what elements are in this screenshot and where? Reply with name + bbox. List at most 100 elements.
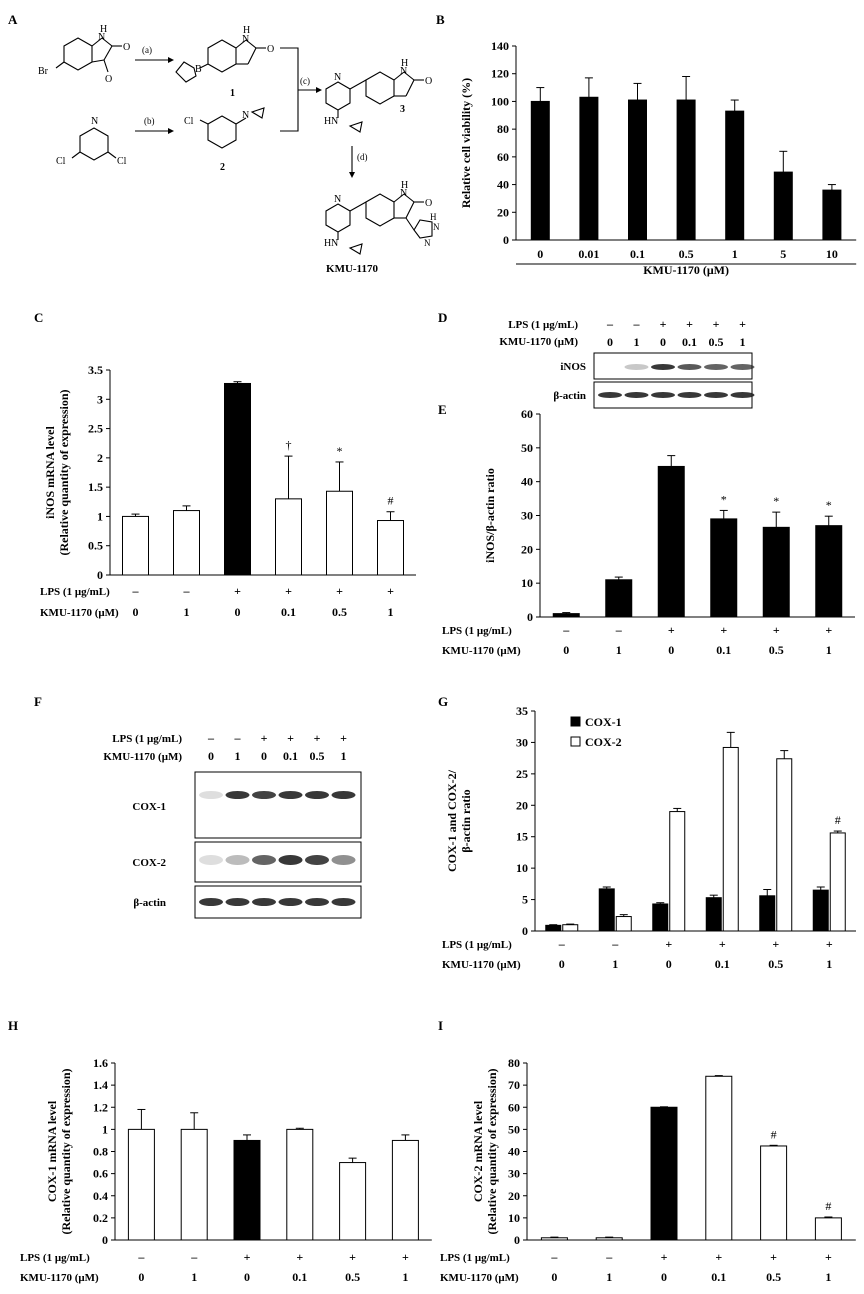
panel-letter-c: C: [34, 310, 43, 325]
y-tick-label: 1.2: [93, 1100, 108, 1114]
significance-mark: #: [771, 1127, 777, 1141]
blot-kmu-dose: 0.5: [310, 749, 325, 763]
lps-sign: +: [349, 1250, 356, 1264]
y-tick-label: 0: [102, 1233, 108, 1247]
kmu-dose: 0: [138, 1270, 144, 1284]
kmu-dose: 0.5: [345, 1270, 360, 1284]
bar-cox-2: [669, 811, 686, 932]
x-tick-label: 10: [826, 247, 838, 261]
bar: [286, 1128, 314, 1241]
lps-sign: +: [772, 937, 779, 951]
structure-compound-2: [199, 107, 265, 149]
bar: [705, 1075, 733, 1241]
kmu-dose: 1: [826, 643, 832, 657]
atom-cl: Cl: [184, 116, 194, 127]
bar-cox-2: [829, 832, 846, 932]
x-row-label-lps: LPS (1 μg/mL): [440, 1252, 510, 1264]
x-row-label-kmu: KMU-1170 (μM): [442, 959, 521, 971]
bar-cox-1: [598, 888, 615, 932]
product-label: KMU-1170: [326, 263, 378, 275]
blot-lps-sign: +: [261, 731, 268, 745]
inos-band: [677, 364, 702, 370]
y-tick-label: 3.5: [88, 363, 103, 377]
bar: [233, 1139, 261, 1241]
step-b-label: (b): [144, 116, 155, 126]
x-row-label-kmu: KMU-1170 (μM): [20, 1272, 99, 1284]
kmu-dose: 0.5: [768, 957, 783, 971]
y-tick-label: 40: [521, 475, 533, 489]
y-tick-label: 15: [516, 830, 528, 844]
blot-lps-sign: –: [234, 731, 242, 745]
panel-letter-g: G: [438, 694, 448, 709]
y-tick-label: 50: [521, 441, 533, 455]
lps-sign: –: [190, 1250, 198, 1264]
blot-kmu-dose: 0: [607, 335, 613, 349]
bar: [173, 510, 200, 576]
bar: [710, 518, 738, 618]
actin-band: [730, 392, 755, 398]
x-tick-label: 5: [780, 247, 786, 261]
atom-br: Br: [38, 66, 49, 77]
cox1-band: [199, 791, 223, 799]
y-tick-label: 20: [521, 542, 533, 556]
kmu-dose: 0.1: [715, 957, 730, 971]
bar-cox-1: [812, 889, 829, 932]
lps-sign: +: [715, 1250, 722, 1264]
y-tick-label: 1.6: [93, 1056, 108, 1070]
step-d-label: (d): [357, 152, 368, 162]
y-axis-title: COX-1 and COX-2/: [445, 769, 459, 872]
bar: [725, 110, 745, 241]
blot-kmu-dose: 1: [740, 335, 746, 349]
cox1-band: [225, 791, 250, 799]
kmu-dose: 0.1: [292, 1270, 307, 1284]
bar: [552, 613, 580, 618]
y-tick-label: 25: [516, 767, 528, 781]
atom-n: N: [433, 222, 440, 232]
bar: [540, 1237, 568, 1241]
atom-n: N: [334, 194, 341, 205]
kmu-dose: 0: [668, 643, 674, 657]
lps-sign: –: [605, 1250, 613, 1264]
blot-f-band-actin: β-actin: [133, 897, 166, 909]
significance-mark: *: [721, 492, 727, 506]
kmu-dose: 0: [559, 957, 565, 971]
blot-kmu-dose: 1: [235, 749, 241, 763]
blot-kmu-dose: 0: [208, 749, 214, 763]
lps-sign: –: [137, 1250, 145, 1264]
cox2-band: [278, 855, 303, 865]
bar: [762, 526, 790, 618]
lps-sign: –: [611, 937, 619, 951]
lps-sign: +: [234, 584, 241, 598]
lps-sign: –: [132, 584, 140, 598]
bar: [530, 100, 550, 241]
kmu-dose: 0.5: [332, 605, 347, 619]
atom-o: O: [105, 74, 112, 85]
y-axis-title-2: β-actin ratio: [459, 789, 473, 852]
x-tick-label: 1: [732, 247, 738, 261]
actin-band: [331, 898, 356, 906]
blot-f-band-cox1: COX-1: [132, 801, 166, 813]
x-tick-label: 0.5: [679, 247, 694, 261]
significance-mark: #: [825, 1199, 831, 1213]
atom-b: B: [195, 64, 202, 75]
panel-letter-i: I: [438, 1018, 443, 1033]
significance-mark: #: [835, 813, 841, 827]
y-tick-label: 10: [521, 576, 533, 590]
lps-sign: +: [387, 584, 394, 598]
lps-sign: –: [550, 1250, 558, 1264]
atom-n: N: [400, 188, 407, 199]
kmu-dose: 1: [184, 605, 190, 619]
y-tick-label: 70: [508, 1078, 520, 1092]
kmu-dose: 0: [563, 643, 569, 657]
y-tick-label: 1: [102, 1122, 108, 1136]
kmu-dose: 1: [402, 1270, 408, 1284]
y-tick-label: 40: [508, 1145, 520, 1159]
kmu-dose: 1: [825, 1270, 831, 1284]
y-tick-label: 60: [521, 407, 533, 421]
significance-mark: #: [388, 494, 394, 508]
y-axis-title: iNOS/β-actin ratio: [483, 468, 497, 563]
step-c-label: (c): [300, 76, 310, 86]
lps-sign: +: [402, 1250, 409, 1264]
atom-n: N: [91, 116, 98, 127]
